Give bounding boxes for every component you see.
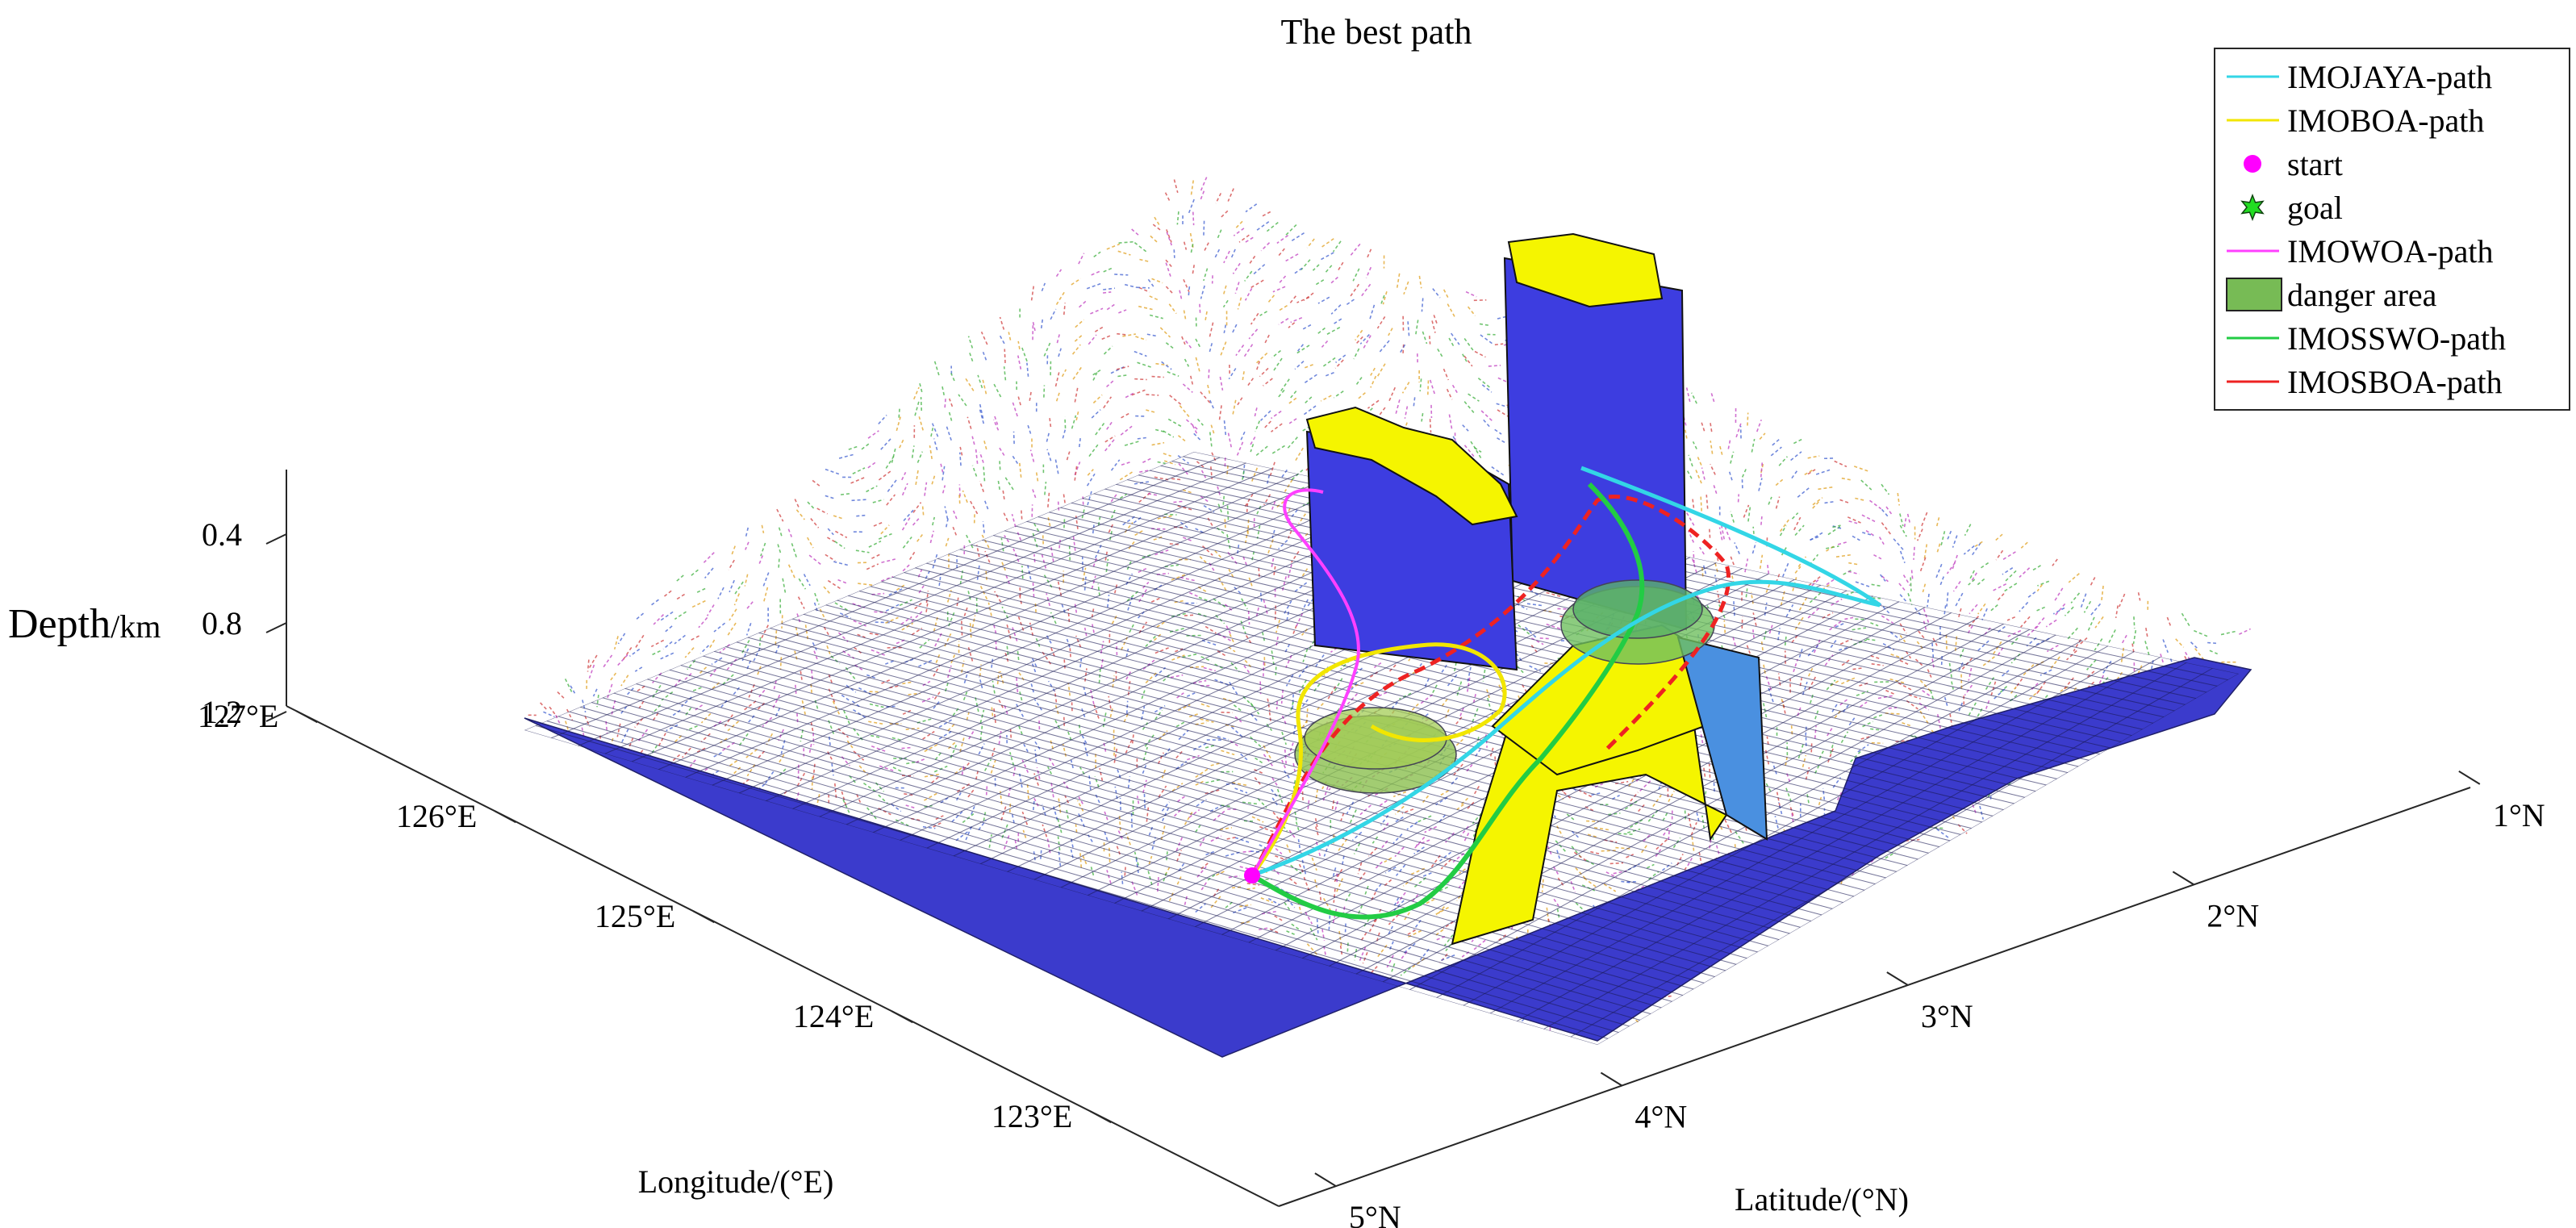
legend-label: IMOBOA-path — [2287, 102, 2484, 139]
imowoa-path — [1250, 488, 1360, 876]
x-tick-label: 125°E — [595, 898, 675, 934]
ridge-obstacle-tall — [1503, 257, 1688, 631]
legend-item: start — [2244, 146, 2343, 182]
paths — [1244, 466, 1881, 920]
x-axis-label: Longitude/(°E) — [638, 1163, 834, 1200]
legend-star-marker — [2240, 193, 2265, 222]
x-tick-label: 123°E — [992, 1098, 1072, 1134]
z-tick-mark — [265, 711, 287, 722]
x-tick-label: 127°E — [198, 698, 278, 734]
legend-label: IMOSBOA-path — [2287, 364, 2503, 400]
y-tick-mark — [2458, 770, 2481, 785]
legend-item: IMOSSWO-path — [2227, 320, 2506, 357]
y-tick-mark — [1886, 971, 1909, 986]
legend-box — [2214, 48, 2570, 411]
channel-obstacle-side — [1676, 636, 1768, 841]
obstacles — [1305, 232, 1768, 946]
x-ticks: 123°E 124°E 125°E 126°E 127°E — [198, 698, 1112, 1134]
x-tick-mark — [891, 1010, 913, 1024]
x-tick-mark — [494, 810, 516, 824]
z-tick-label: 1.2 — [202, 694, 242, 730]
z-axis-label: Depth/km — [8, 601, 161, 647]
legend-item: danger area — [2226, 277, 2437, 313]
chart-title: The best path — [1280, 12, 1472, 52]
y-ticks: 1°N 2°N 3°N 4°N 5°N — [1314, 770, 2545, 1228]
legend-items: IMOJAYA-path IMOBOA-path start goal IMOWOA-p… — [2226, 59, 2506, 400]
z-axis-label-unit: /km — [111, 608, 161, 645]
legend-item: IMOJAYA-path — [2227, 59, 2492, 95]
imosboa-path — [1250, 495, 1731, 877]
z-axis-label-main: Depth — [8, 601, 111, 647]
y-tick-label: 5°N — [1349, 1199, 1401, 1228]
legend-label: IMOSSWO-path — [2287, 320, 2506, 357]
x-tick-mark — [692, 910, 715, 924]
y-tick-label: 2°N — [2207, 897, 2259, 934]
y-tick-label: 4°N — [1635, 1099, 1687, 1135]
legend-circle-marker — [2244, 155, 2261, 173]
imossbo-path-green — [1250, 482, 1645, 920]
legend-item: IMOWOA-path — [2227, 233, 2494, 269]
ridge-obstacle-tall-top — [1507, 232, 1664, 308]
y-tick-mark — [1600, 1071, 1622, 1087]
y-tick-mark — [1314, 1172, 1337, 1187]
y-axis-label: Latitude/(°N) — [1735, 1181, 1909, 1218]
start-marker — [1244, 867, 1260, 883]
legend-label: IMOJAYA-path — [2287, 59, 2492, 95]
legend-item: IMOBOA-path — [2227, 102, 2484, 139]
ridge-obstacle-mid-top — [1305, 406, 1518, 526]
z-ticks: 0.4 0.8 1.2 — [202, 516, 287, 730]
z-tick-label: 0.8 — [202, 605, 242, 641]
legend: IMOJAYA-path IMOBOA-path start goal IMOWOA-p… — [2214, 48, 2570, 411]
x-tick-mark — [1089, 1110, 1112, 1124]
y-tick-label: 3°N — [1921, 998, 1973, 1034]
legend-patch-swatch — [2226, 278, 2282, 311]
z-tick-label: 0.4 — [202, 516, 242, 553]
imojaya-path — [1251, 466, 1881, 878]
imoboa-path — [1250, 642, 1507, 877]
legend-item: goal — [2240, 190, 2343, 226]
x-axis-line — [286, 705, 1280, 1207]
y-tick-mark — [2172, 871, 2194, 886]
y-axis-line — [1278, 787, 2471, 1207]
legend-label: goal — [2287, 190, 2343, 226]
z-tick-mark — [265, 533, 287, 545]
y-tick-label: 1°N — [2493, 797, 2545, 833]
legend-label: danger area — [2287, 277, 2437, 313]
legend-item: IMOSBOA-path — [2227, 364, 2503, 400]
x-tick-label: 126°E — [396, 798, 477, 834]
legend-label: IMOWOA-path — [2287, 233, 2494, 269]
z-tick-mark — [265, 622, 287, 633]
legend-label: start — [2287, 146, 2343, 182]
axes: 123°E 124°E 125°E 126°E 127°E 1°N 2°N 3°N 4°N 5°… — [8, 470, 2545, 1228]
x-tick-mark — [295, 710, 318, 724]
x-tick-label: 124°E — [793, 998, 874, 1034]
